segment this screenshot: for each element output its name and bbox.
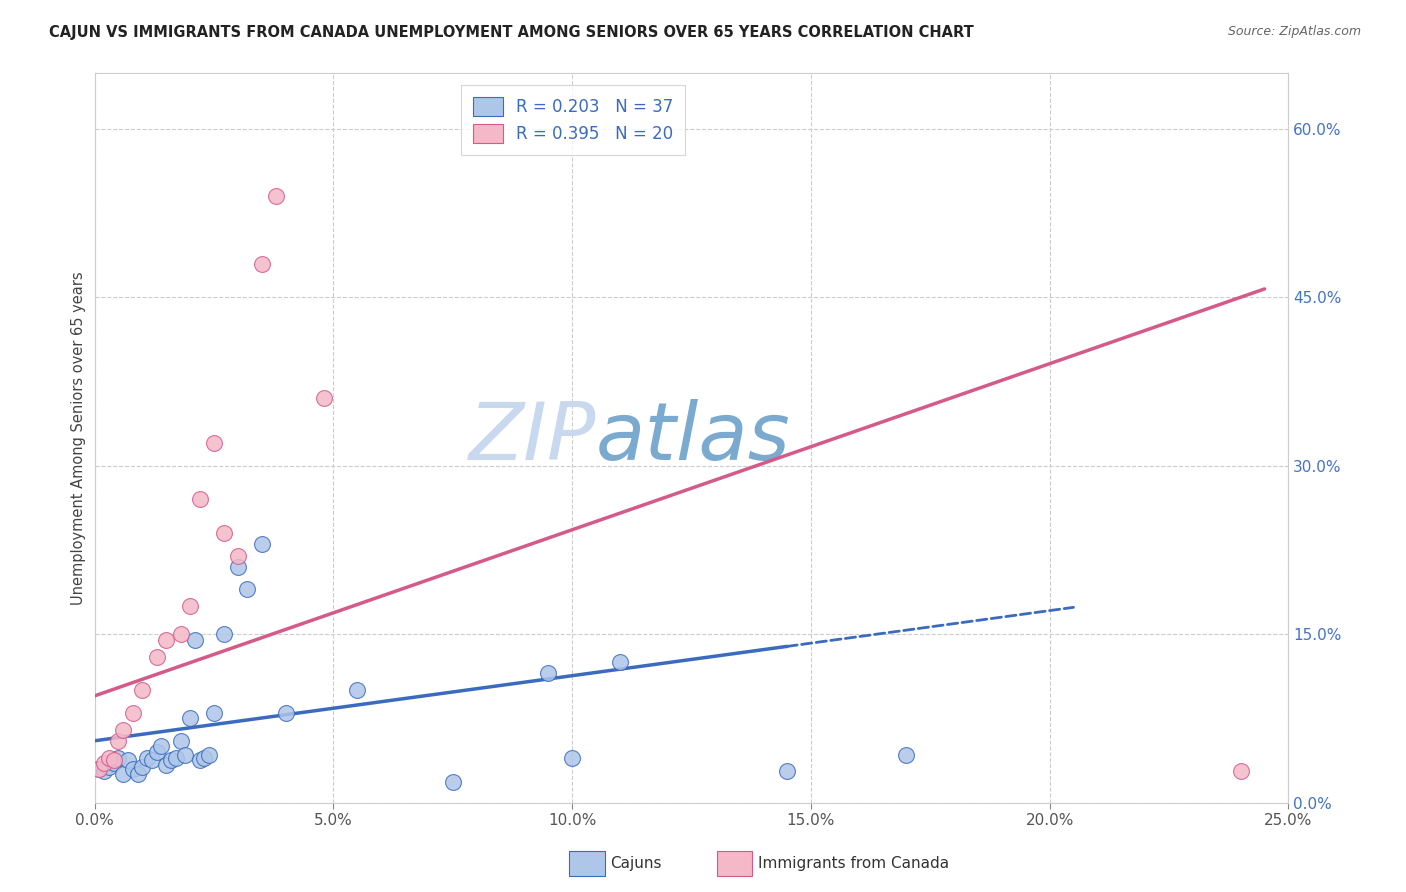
Point <box>160 753 183 767</box>
Point <box>131 759 153 773</box>
Point <box>165 750 187 764</box>
Point <box>274 706 297 720</box>
Point <box>212 627 235 641</box>
Point <box>136 750 159 764</box>
Text: CAJUN VS IMMIGRANTS FROM CANADA UNEMPLOYMENT AMONG SENIORS OVER 65 YEARS CORRELA: CAJUN VS IMMIGRANTS FROM CANADA UNEMPLOY… <box>49 25 974 40</box>
Point <box>150 739 173 754</box>
Text: atlas: atlas <box>596 399 790 476</box>
Point <box>193 750 215 764</box>
Point <box>121 762 143 776</box>
Point <box>121 706 143 720</box>
Point <box>107 750 129 764</box>
Point <box>346 683 368 698</box>
Point <box>107 733 129 747</box>
Point <box>97 750 120 764</box>
Point <box>264 189 287 203</box>
Point <box>609 655 631 669</box>
Point <box>103 756 125 771</box>
Point <box>103 753 125 767</box>
Point <box>89 762 111 776</box>
Point <box>89 762 111 776</box>
Text: Cajuns: Cajuns <box>610 856 662 871</box>
Point <box>145 649 167 664</box>
Point <box>212 526 235 541</box>
Point <box>93 756 115 771</box>
Point <box>179 711 201 725</box>
Point <box>169 627 191 641</box>
Point <box>127 767 149 781</box>
Point <box>226 549 249 563</box>
Point <box>1229 764 1251 778</box>
Point <box>198 748 221 763</box>
Point <box>537 666 560 681</box>
Legend: R = 0.203   N = 37, R = 0.395   N = 20: R = 0.203 N = 37, R = 0.395 N = 20 <box>461 85 685 155</box>
Y-axis label: Unemployment Among Seniors over 65 years: Unemployment Among Seniors over 65 years <box>72 271 86 605</box>
Point <box>131 683 153 698</box>
Point <box>441 775 464 789</box>
Point <box>202 706 225 720</box>
Point <box>202 436 225 450</box>
Point <box>188 492 211 507</box>
Point <box>174 748 197 763</box>
Point <box>97 759 120 773</box>
Text: Immigrants from Canada: Immigrants from Canada <box>758 856 949 871</box>
Point <box>112 723 135 737</box>
Point <box>169 733 191 747</box>
Point <box>141 753 163 767</box>
Point <box>236 582 259 597</box>
Point <box>145 745 167 759</box>
Point <box>184 632 207 647</box>
Point <box>93 764 115 778</box>
Point <box>179 599 201 613</box>
Point <box>155 632 177 647</box>
Point <box>226 559 249 574</box>
Point <box>776 764 799 778</box>
Point <box>112 767 135 781</box>
Point <box>250 537 273 551</box>
Point <box>896 748 918 763</box>
Point <box>312 392 335 406</box>
Point <box>155 758 177 772</box>
Text: ZIP: ZIP <box>468 399 596 476</box>
Text: Source: ZipAtlas.com: Source: ZipAtlas.com <box>1227 25 1361 38</box>
Point <box>117 753 139 767</box>
Point <box>250 257 273 271</box>
Point <box>561 750 583 764</box>
Point <box>188 753 211 767</box>
